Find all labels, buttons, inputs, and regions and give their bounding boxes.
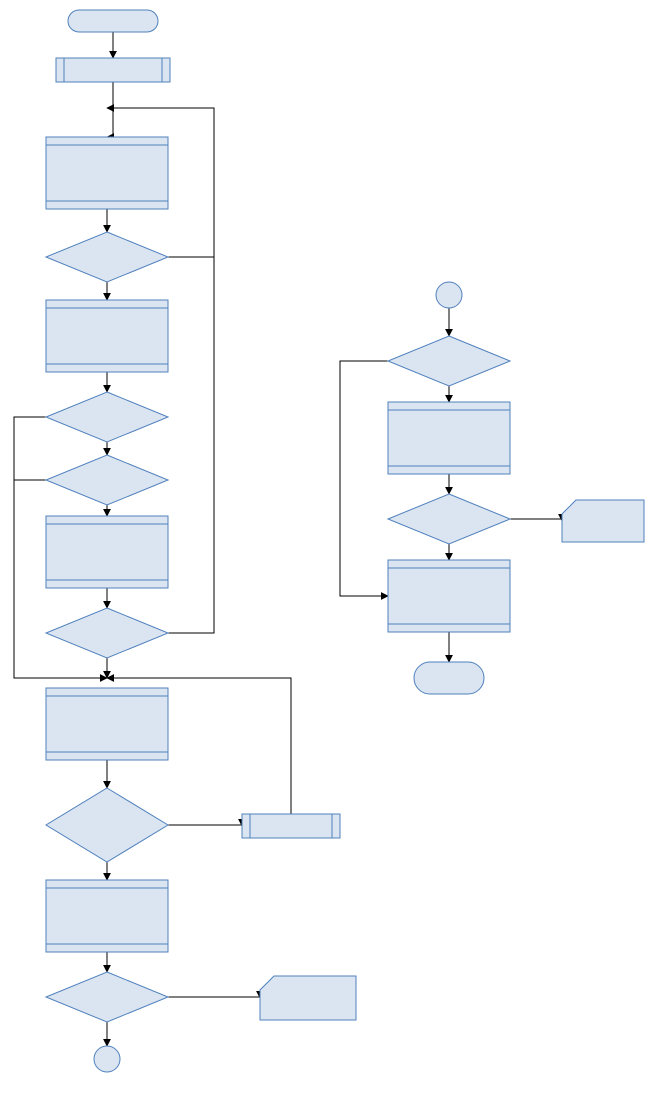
edge	[107, 82, 113, 137]
node-process	[46, 137, 168, 209]
node-decision	[46, 232, 168, 282]
node-terminator	[68, 10, 158, 32]
node-process	[388, 402, 510, 474]
node-decision	[388, 336, 510, 386]
node-decision	[388, 494, 510, 544]
flowchart-svg	[0, 0, 661, 1120]
node-tag	[562, 500, 644, 542]
node-decision	[46, 455, 168, 505]
node-connector	[94, 1046, 120, 1072]
node-decision	[46, 608, 168, 658]
node-process	[388, 560, 510, 632]
node-connector	[436, 282, 462, 308]
node-predef	[56, 58, 170, 82]
node-process	[46, 880, 168, 952]
flowchart-canvas	[0, 0, 661, 1120]
node-decision	[46, 788, 168, 862]
edge	[510, 519, 562, 521]
node-predef	[242, 814, 340, 838]
node-process	[46, 300, 168, 372]
nodes-layer	[46, 10, 644, 1072]
node-decision	[46, 972, 168, 1022]
edge	[168, 997, 260, 998]
node-terminator	[414, 662, 484, 694]
node-process	[46, 688, 168, 760]
edge	[340, 361, 388, 596]
edge	[14, 417, 46, 480]
edge	[168, 257, 214, 633]
edge	[168, 825, 242, 826]
node-tag	[260, 976, 356, 1020]
node-process	[46, 516, 168, 588]
node-decision	[46, 392, 168, 442]
